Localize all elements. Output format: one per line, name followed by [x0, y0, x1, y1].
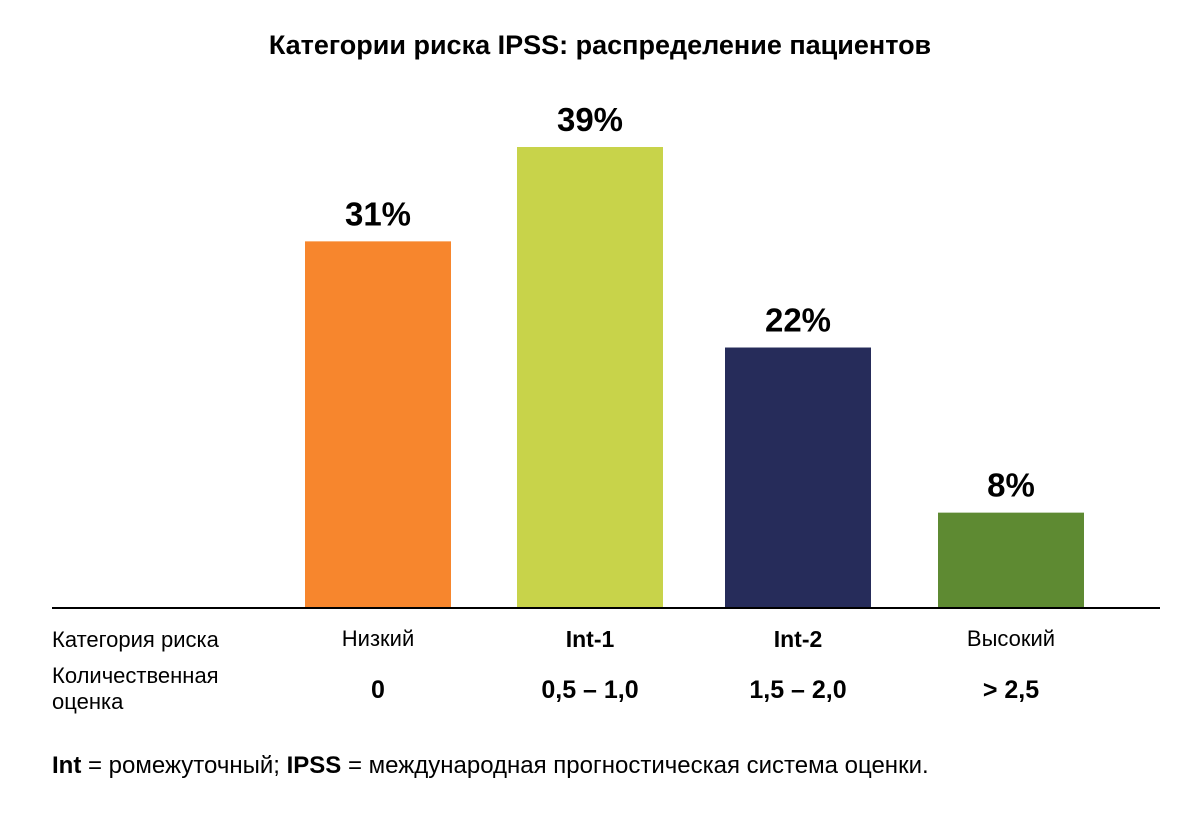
- value-label-int1: 39%: [557, 101, 623, 138]
- footnote-ipss-definition: = международная прогностическая система …: [341, 752, 929, 779]
- value-label-low: 31%: [345, 195, 411, 232]
- footnote-int-term: Int: [52, 752, 82, 779]
- value-label-int2: 22%: [765, 302, 831, 339]
- row-label-category: Категория риска: [52, 627, 219, 652]
- category-label-high: Высокий: [966, 626, 1056, 651]
- bar-int2: [725, 347, 871, 607]
- score-label-int1: 0,5 – 1,0: [541, 676, 639, 704]
- footnote-ipss-term: IPSS: [286, 752, 342, 779]
- score-label-low: 0: [371, 676, 385, 704]
- footnote: Int = ромежуточный; IPSS = международная…: [52, 752, 929, 780]
- bar-high: [938, 512, 1084, 607]
- bar-int1: [517, 147, 663, 607]
- row-label-score: Количественная оценка: [52, 663, 219, 714]
- bar-low: [305, 241, 451, 607]
- category-label-low: Низкий: [341, 626, 415, 651]
- score-label-int2: 1,5 – 2,0: [749, 676, 847, 704]
- value-label-high: 8%: [987, 467, 1035, 504]
- category-label-int1: Int-1: [565, 626, 615, 652]
- footnote-int-definition: = ромежуточный;: [81, 752, 287, 779]
- category-label-int2: Int-2: [773, 626, 823, 652]
- score-label-high: > 2,5: [982, 676, 1040, 704]
- chart-title: Категории риска IPSS: распределение паци…: [268, 30, 932, 60]
